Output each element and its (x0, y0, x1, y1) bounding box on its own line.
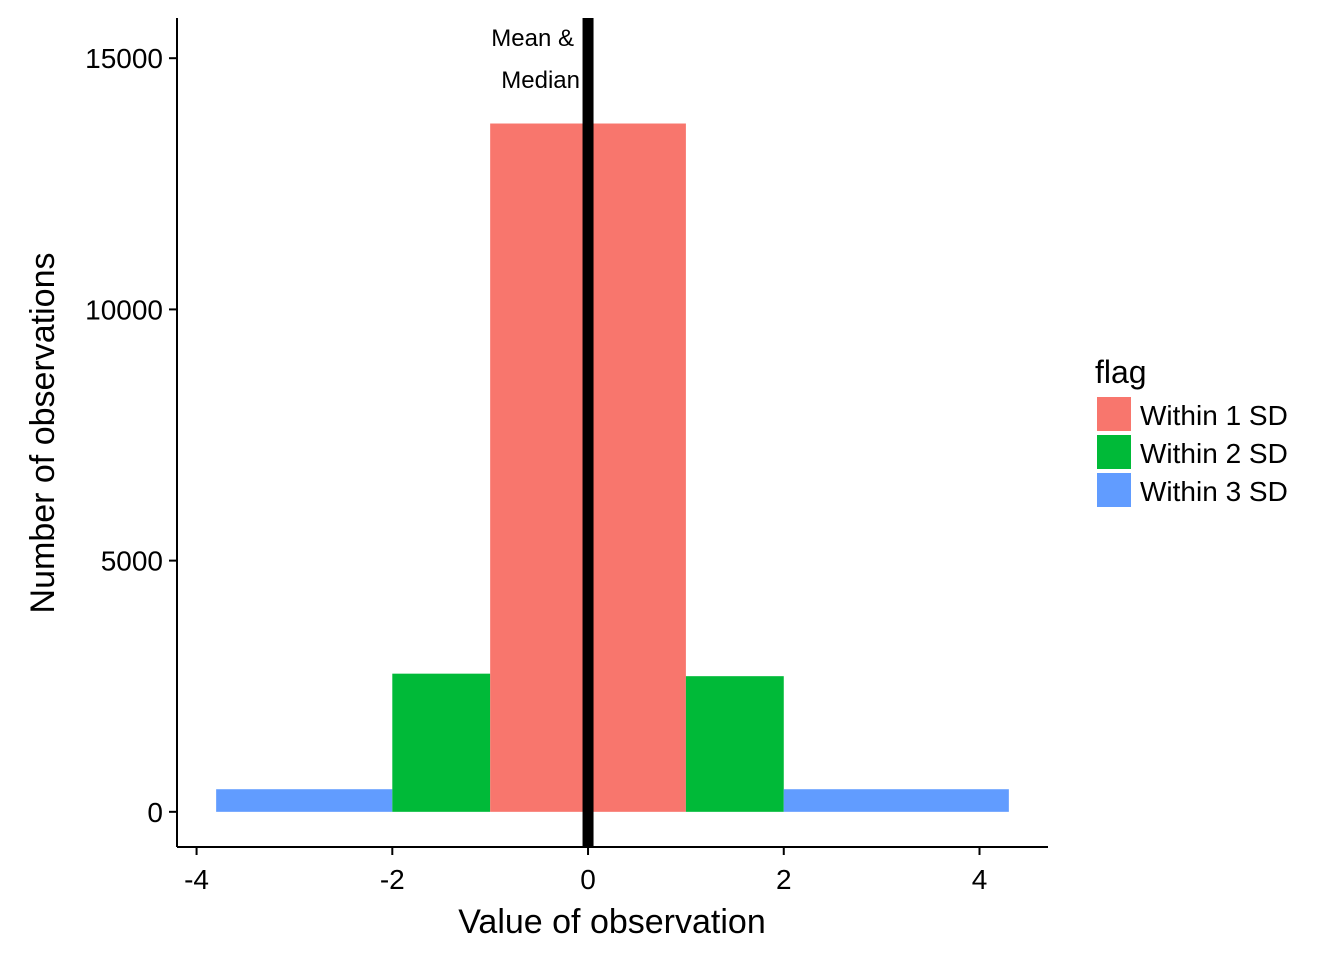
y-tick-label: 15000 (85, 43, 163, 74)
bar-1 (392, 673, 491, 812)
legend-label: Within 3 SD (1140, 476, 1288, 507)
legend: flag Within 1 SD Within 2 SD Within 3 SD (1095, 354, 1288, 507)
bars-layer (216, 123, 1009, 812)
y-tick-label: 5000 (101, 546, 163, 577)
bar-5 (783, 789, 1009, 812)
annotation-median: Median (501, 67, 580, 94)
legend-entries: Within 1 SD Within 2 SD Within 3 SD (1097, 397, 1288, 507)
x-tick-label: -2 (380, 864, 405, 895)
y-axis-title: Number of observations (24, 253, 62, 614)
annotation-mean: Mean & (491, 25, 574, 52)
x-tick-label: 2 (776, 864, 792, 895)
y-ticks: 0 5000 10000 15000 (85, 43, 177, 828)
x-tick-label: 0 (580, 864, 596, 895)
bar-2 (490, 123, 589, 812)
bar-0 (216, 789, 393, 812)
legend-swatch (1097, 473, 1131, 507)
y-tick-label: 0 (147, 797, 163, 828)
legend-swatch (1097, 435, 1131, 469)
x-axis-title: Value of observation (458, 903, 765, 941)
y-tick-label: 10000 (85, 294, 163, 325)
x-ticks: -4 -2 0 2 4 (184, 847, 987, 895)
legend-swatch (1097, 397, 1131, 431)
bar-3 (588, 123, 686, 812)
legend-label: Within 2 SD (1140, 438, 1288, 469)
x-tick-label: 4 (972, 864, 988, 895)
x-tick-label: -4 (184, 864, 209, 895)
axes-layer (176, 18, 1048, 848)
bar-4 (685, 676, 784, 812)
legend-label: Within 1 SD (1140, 400, 1288, 431)
legend-title: flag (1095, 354, 1147, 390)
